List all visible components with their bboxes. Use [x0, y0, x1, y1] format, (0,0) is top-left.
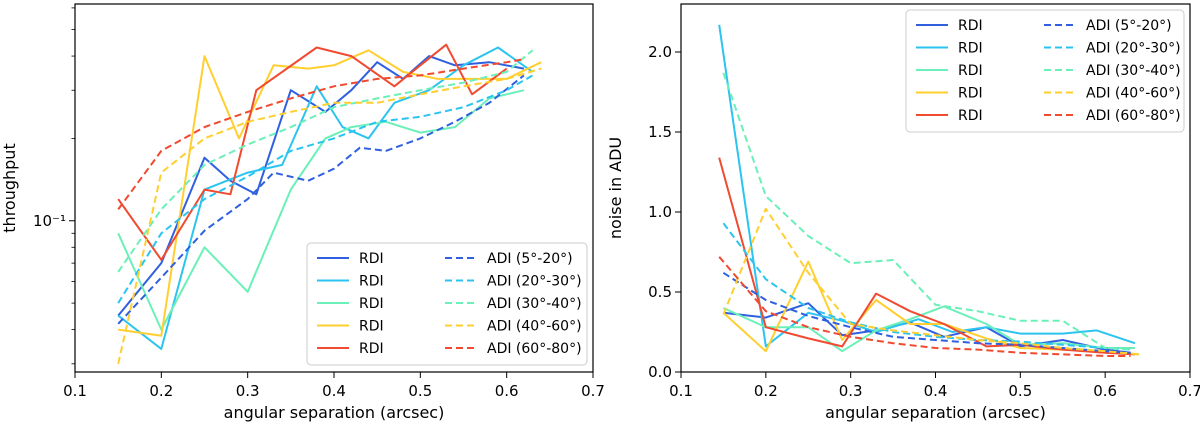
- x-tick-label: 0.2: [149, 382, 173, 400]
- series-line-7: [722, 222, 1131, 351]
- series-group: [117, 43, 542, 365]
- legend-label: ADI (60°-80°): [487, 341, 582, 357]
- legend-label: RDI: [359, 251, 384, 267]
- x-tick-label: 0.1: [63, 382, 87, 400]
- x-tick-label: 0.2: [754, 382, 778, 400]
- y-tick-label: 0.5: [648, 283, 672, 301]
- series-line-8: [722, 72, 1131, 351]
- legend-label: ADI (5°-20°): [487, 251, 573, 267]
- legend-label: ADI (20°-30°): [1086, 41, 1181, 57]
- legend-label: RDI: [359, 296, 384, 312]
- x-tick-label: 0.6: [1093, 382, 1117, 400]
- series-line-9: [722, 207, 1140, 356]
- legend-label: ADI (40°-60°): [1086, 86, 1181, 102]
- series-line-3: [117, 89, 525, 331]
- series-line-1: [117, 55, 525, 317]
- x-axis-label: angular separation (arcsec): [825, 403, 1046, 422]
- x-tick-label: 0.6: [495, 382, 519, 400]
- series-line-10: [718, 256, 1131, 357]
- series-line-9: [117, 67, 542, 365]
- y-tick-label: 0.0: [648, 363, 672, 381]
- series-line-7: [117, 74, 534, 304]
- legend-label: ADI (20°-30°): [487, 274, 582, 290]
- x-tick-label: 0.5: [1008, 382, 1032, 400]
- y-tick-label: 2.0: [648, 43, 672, 61]
- series-line-3: [722, 305, 1135, 353]
- series-line-6: [117, 74, 525, 325]
- legend: RDI RDI RDI RDI RDI ADI (5°-20°) ADI (20°-30°)…: [905, 9, 1185, 133]
- y-tick-label: 1.0: [648, 203, 672, 221]
- plot-frame: [74, 3, 594, 373]
- x-tick-label: 0.3: [236, 382, 260, 400]
- legend-label: ADI (60°-80°): [1086, 108, 1181, 124]
- x-tick-label: 0.7: [581, 382, 605, 400]
- x-tick-label: 0.3: [839, 382, 863, 400]
- series-line-5: [117, 43, 508, 261]
- series-line-10: [117, 58, 525, 210]
- series-group: [718, 24, 1140, 357]
- series-line-1: [723, 302, 1131, 354]
- y-axis-label: noise in ADU: [606, 137, 625, 239]
- series-line-8: [117, 49, 534, 273]
- legend-label: ADI (30°-40°): [487, 296, 582, 312]
- legend-label: RDI: [359, 319, 384, 335]
- series-line-2: [718, 24, 1136, 348]
- plot-frame: [680, 3, 1191, 373]
- chart-panel-2: 0.1 0.2 0.3 0.4 0.5 0.6 0.7 0.0 0.5 1.0 1.5 2.0 angu…: [606, 3, 1200, 422]
- legend-label: RDI: [958, 41, 983, 57]
- y-tick-label: 1.5: [648, 123, 672, 141]
- series-line-5: [718, 157, 1135, 356]
- legend-label: RDI: [359, 274, 384, 290]
- x-tick-label: 0.4: [322, 382, 346, 400]
- x-tick-label: 0.5: [408, 382, 432, 400]
- legend-label: RDI: [958, 108, 983, 124]
- legend-label: ADI (40°-60°): [487, 319, 582, 335]
- x-tick-label: 0.4: [924, 382, 948, 400]
- chart-panel-1: 0.1 0.2 0.3 0.4 0.5 0.6 0.7 10⁻¹ angular separat…: [0, 3, 605, 422]
- x-tick-label: 0.7: [1178, 382, 1200, 400]
- y-axis-label: throughput: [0, 143, 19, 232]
- series-line-4: [118, 49, 542, 337]
- x-axis-label: angular separation (arcsec): [224, 403, 445, 422]
- legend-label: RDI: [359, 341, 384, 357]
- legend-label: ADI (5°-20°): [1086, 18, 1172, 34]
- legend: RDI RDI RDI RDI RDI ADI (5°-20°) ADI (20°-30°)…: [306, 242, 588, 366]
- legend-label: RDI: [958, 63, 983, 79]
- y-tick-label: 10⁻¹: [33, 212, 66, 230]
- legend-label: ADI (30°-40°): [1086, 63, 1181, 79]
- legend-label: RDI: [958, 86, 983, 102]
- x-tick-label: 0.1: [669, 382, 693, 400]
- legend-label: RDI: [958, 18, 983, 34]
